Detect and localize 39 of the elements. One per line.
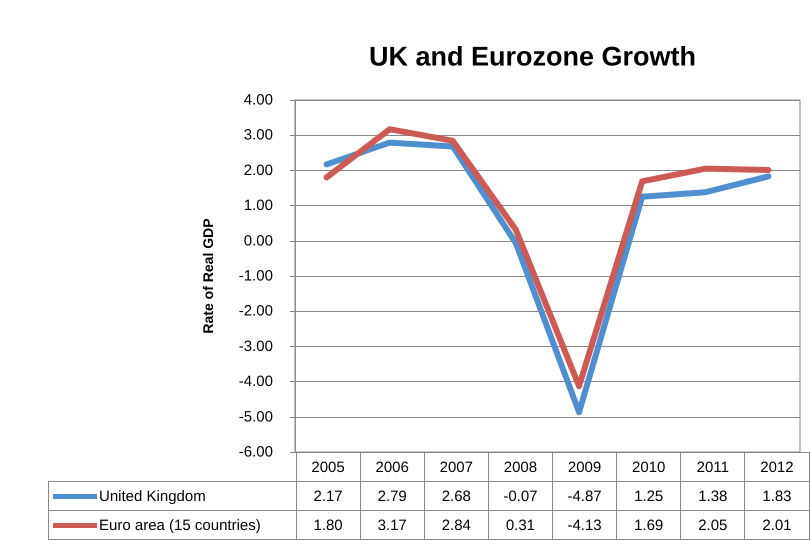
x-tick-label: 2012 [744, 452, 809, 482]
y-tick-label: -5.00 [238, 408, 273, 426]
data-label: 1.80 [296, 510, 360, 540]
y-tick-label: -6.00 [238, 444, 273, 460]
legend-label: United Kingdom [48, 482, 296, 510]
x-tick-label: 2005 [296, 452, 360, 482]
data-label: 2.01 [744, 510, 809, 540]
y-tick-label: -3.00 [238, 338, 273, 355]
data-label: 1.69 [616, 510, 681, 540]
data-label: 2.05 [680, 510, 745, 540]
data-label: 1.25 [616, 482, 681, 510]
chart-title: UK and Eurozone Growth [369, 42, 696, 72]
data-label: -4.13 [552, 510, 617, 540]
y-tick-label: 0.00 [244, 232, 273, 250]
data-label: 0.31 [488, 510, 552, 540]
data-label: 1.38 [680, 482, 745, 510]
y-tick-label: 1.00 [244, 197, 273, 214]
data-label: 2.68 [424, 482, 488, 510]
data-label: 1.83 [744, 482, 809, 510]
x-tick-label: 2007 [424, 452, 488, 482]
x-tick-label: 2009 [552, 452, 617, 482]
data-label: 3.17 [360, 510, 424, 540]
data-label: 2.84 [424, 510, 488, 540]
x-tick-label: 2006 [360, 452, 424, 482]
y-tick-label: -2.00 [238, 302, 273, 320]
x-tick-label: 2011 [680, 452, 745, 482]
y-tick-label: 4.00 [244, 92, 273, 108]
y-axis-title: Rate of Real GDP [200, 218, 216, 334]
data-label: 2.79 [360, 482, 424, 510]
x-tick-label: 2008 [488, 452, 552, 482]
y-tick-label: -1.00 [238, 268, 273, 284]
y-tick-label: -4.00 [238, 373, 273, 390]
data-label: 2.17 [296, 482, 360, 510]
y-tick-label: 3.00 [244, 126, 273, 144]
x-tick-label: 2010 [616, 452, 681, 482]
data-label: -0.07 [488, 482, 552, 510]
data-label: -4.87 [552, 482, 617, 510]
legend-label: Euro area (15 countries) [48, 510, 296, 540]
y-tick-label: 2.00 [244, 162, 273, 179]
